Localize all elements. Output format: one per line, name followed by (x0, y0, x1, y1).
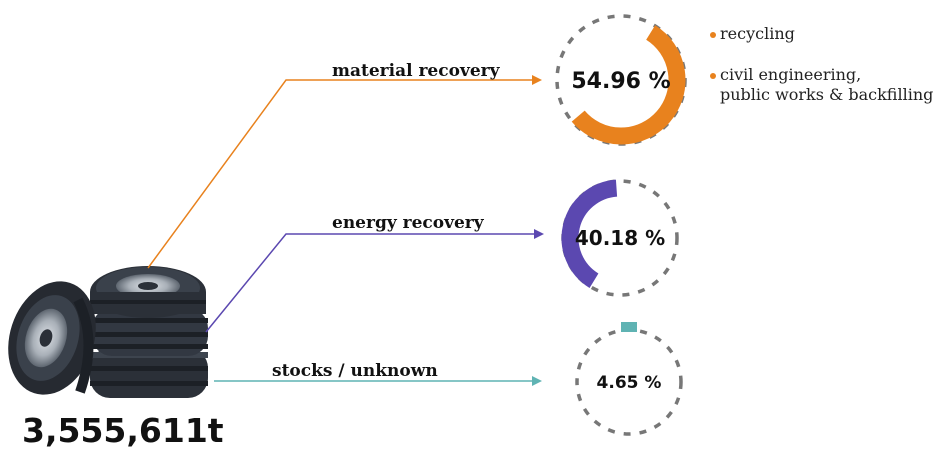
donut-energy: 40.18 % (561, 179, 679, 297)
flow-label-energy: energy recovery (332, 213, 485, 233)
legend-bullet-civil (710, 73, 716, 79)
total-tonnage: 3,555,611t (22, 411, 224, 450)
percent-energy: 40.18 % (575, 226, 665, 250)
stacked-tire-middle (92, 308, 208, 356)
stacked-tire-top (90, 266, 206, 318)
tire-stack-icon (8, 266, 208, 398)
donut-stocks: 4.65 % (575, 322, 683, 436)
percent-material: 54.96 % (571, 69, 670, 94)
connector-material (147, 75, 542, 269)
legend: recycling civil engineering, public work… (710, 24, 933, 104)
donut-material: 54.96 % (555, 14, 687, 146)
connector-energy (205, 229, 544, 333)
legend-civil-line2: public works & backfilling (720, 85, 933, 104)
donut-arc-stocks (621, 322, 637, 332)
legend-bullet-recycling (710, 32, 716, 38)
donut-arc-material (571, 25, 686, 145)
legend-recycling: recycling (720, 24, 795, 43)
leaning-tire (8, 281, 96, 395)
flow-label-stocks: stocks / unknown (272, 361, 438, 381)
donut-arc-energy (561, 179, 618, 288)
percent-stocks: 4.65 % (597, 373, 662, 393)
flow-label-material: material recovery (332, 61, 501, 81)
legend-civil-line1: civil engineering, (720, 65, 861, 84)
